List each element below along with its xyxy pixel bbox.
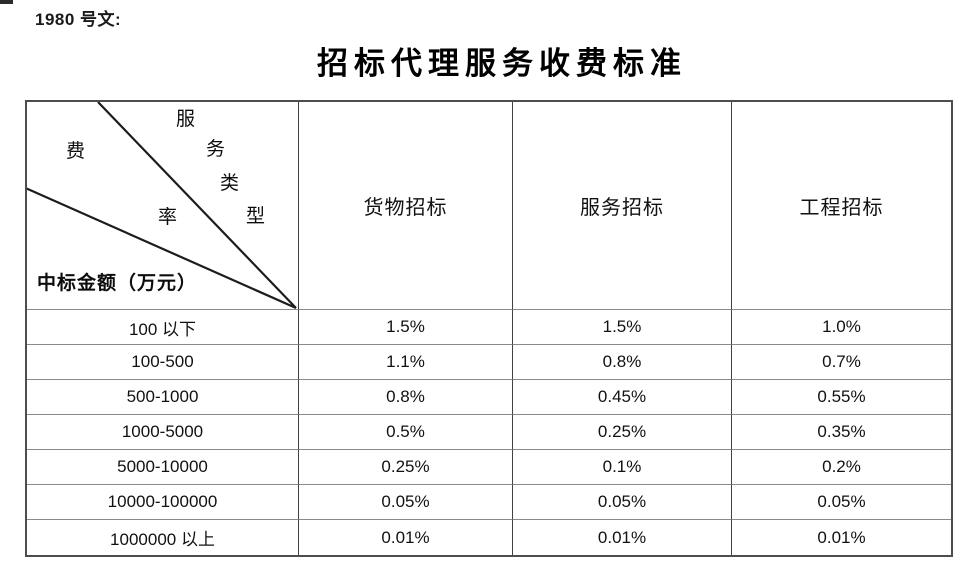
- rate-value: 0.2%: [732, 450, 951, 485]
- rate-value: 1.5%: [299, 310, 513, 345]
- table-corner-diagonal-cell: 服 务 类 型 费 率 中标金额（万元）: [27, 102, 299, 310]
- diagonal-divider-lines: [27, 102, 297, 309]
- corner-type-char-2: 务: [206, 139, 226, 160]
- fee-standard-table: 服 务 类 型 费 率 中标金额（万元） 货物招标 服务招标 工程招标 100 …: [25, 100, 953, 557]
- rate-value: 0.01%: [513, 520, 732, 555]
- column-header-goods: 货物招标: [299, 102, 513, 310]
- rate-value: 1.0%: [732, 310, 951, 345]
- rate-value: 0.1%: [513, 450, 732, 485]
- rate-value: 1.5%: [513, 310, 732, 345]
- rate-value: 0.05%: [513, 485, 732, 520]
- row-range-label: 100 以下: [27, 310, 299, 345]
- rate-value: 0.45%: [513, 380, 732, 415]
- rate-value: 0.25%: [513, 415, 732, 450]
- page-title: 招标代理服务收费标准: [317, 46, 687, 81]
- row-range-label: 1000-5000: [27, 415, 299, 450]
- document-reference-label: 1980 号文:: [35, 10, 122, 29]
- rate-value: 0.01%: [299, 520, 513, 555]
- rate-value: 0.8%: [513, 345, 732, 380]
- row-range-label: 500-1000: [27, 380, 299, 415]
- corner-rate-char-2: 率: [158, 207, 178, 228]
- row-range-label: 1000000 以上: [27, 520, 299, 555]
- corner-type-char-1: 服: [176, 109, 196, 130]
- column-header-service: 服务招标: [513, 102, 732, 310]
- rate-value: 0.55%: [732, 380, 951, 415]
- corner-type-char-4: 型: [246, 206, 266, 227]
- row-range-label: 5000-10000: [27, 450, 299, 485]
- rate-value: 0.25%: [299, 450, 513, 485]
- rate-value: 0.05%: [732, 485, 951, 520]
- row-range-label: 10000-100000: [27, 485, 299, 520]
- corner-type-char-3: 类: [220, 173, 240, 194]
- corner-amount-axis-label: 中标金额（万元）: [37, 273, 198, 294]
- corner-rate-char-1: 费: [66, 141, 86, 162]
- rate-value: 0.5%: [299, 415, 513, 450]
- rate-value: 0.8%: [299, 380, 513, 415]
- rate-value: 0.7%: [732, 345, 951, 380]
- rate-value: 0.35%: [732, 415, 951, 450]
- scan-artifact-mark: [0, 0, 13, 4]
- rate-value: 0.05%: [299, 485, 513, 520]
- rate-value: 1.1%: [299, 345, 513, 380]
- row-range-label: 100-500: [27, 345, 299, 380]
- column-header-engineering: 工程招标: [732, 102, 951, 310]
- rate-value: 0.01%: [817, 527, 866, 547]
